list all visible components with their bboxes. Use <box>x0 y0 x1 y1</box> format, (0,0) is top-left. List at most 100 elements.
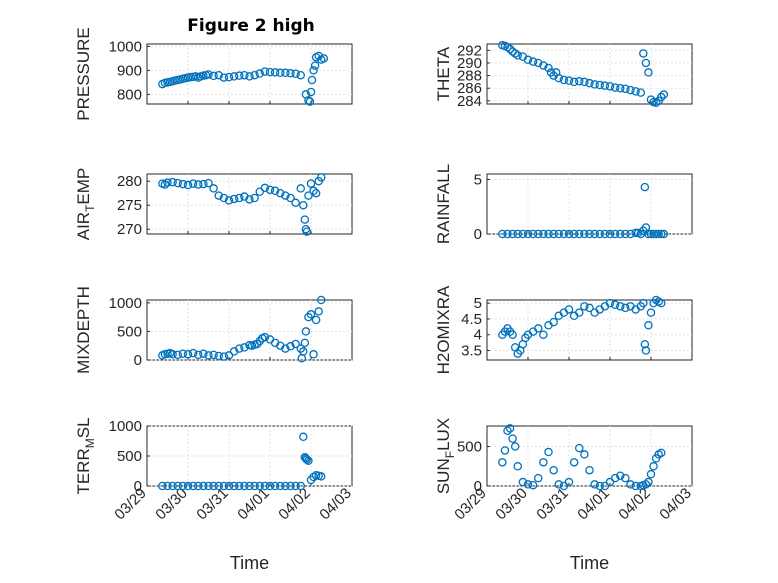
data-point <box>564 229 574 239</box>
x-tick-label: 04/03 <box>656 485 695 524</box>
data-point <box>657 448 666 458</box>
data-point <box>291 481 300 491</box>
data-point <box>204 481 213 491</box>
data-point <box>281 191 290 200</box>
data-point <box>178 349 188 358</box>
x-axis-label: Time <box>570 553 609 573</box>
x-tick-label: 03/31 <box>533 485 572 524</box>
data-point <box>183 180 193 190</box>
data-point <box>621 473 630 483</box>
data-point <box>219 481 229 491</box>
data-point <box>575 229 584 239</box>
data-point <box>183 481 193 491</box>
data-point <box>654 229 663 239</box>
data-point <box>659 229 669 239</box>
data-point <box>549 465 558 475</box>
axes-box <box>146 425 353 487</box>
data-point <box>518 229 528 239</box>
data-point <box>639 49 648 58</box>
y-tick-label: 0 <box>134 478 142 495</box>
data-point <box>518 477 528 487</box>
data-point <box>508 229 517 239</box>
data-point <box>168 177 177 187</box>
data-point <box>250 193 259 203</box>
y-tick-label: 500 <box>117 448 142 465</box>
data-point <box>523 480 533 489</box>
axes-box <box>486 299 693 361</box>
data-point <box>640 182 650 192</box>
data-point <box>641 480 651 489</box>
data-point <box>219 193 229 203</box>
data-point <box>281 344 290 353</box>
x-axis-label: Time <box>230 553 269 573</box>
data-point <box>178 179 188 189</box>
data-point <box>644 477 653 487</box>
y-axis-label: SUNFLUX <box>434 418 457 494</box>
data-point <box>510 49 520 58</box>
data-point <box>224 196 234 205</box>
y-axis-label: AIRTEMP <box>74 168 97 241</box>
data-point <box>260 67 270 76</box>
data-point <box>305 97 315 106</box>
data-point <box>260 183 270 193</box>
data-point <box>564 305 574 314</box>
data-point <box>188 179 198 188</box>
y-axis-label: TERRMSL <box>74 417 97 494</box>
data-point <box>616 302 625 311</box>
axes-box <box>486 173 693 235</box>
data-point <box>168 350 177 359</box>
data-point <box>234 344 244 353</box>
data-point <box>224 351 234 360</box>
data-point <box>229 72 239 81</box>
data-point <box>564 477 574 487</box>
data-point <box>316 472 326 481</box>
data-point <box>173 481 182 491</box>
x-tick-label: 04/02 <box>615 485 654 524</box>
x-tick-label: 04/03 <box>316 485 355 524</box>
y-axis-label: MIXDEPTH <box>74 286 93 374</box>
x-tick-label: 03/29 <box>111 485 150 524</box>
data-point <box>301 454 311 463</box>
data-point <box>616 229 625 239</box>
data-point <box>610 473 620 483</box>
data-point <box>626 85 635 95</box>
data-point <box>160 180 170 189</box>
data-point <box>281 68 290 78</box>
data-point <box>605 82 615 91</box>
panel-6: 3.544.55 H2OMIXRA <box>434 285 693 374</box>
data-point <box>510 442 520 451</box>
data-point <box>503 42 512 52</box>
data-point <box>316 173 326 182</box>
data-point <box>240 481 249 491</box>
data-point <box>291 69 300 79</box>
data-point <box>590 80 599 89</box>
data-point <box>245 481 254 491</box>
y-tick-label: 0 <box>134 352 142 369</box>
data-point <box>585 303 594 313</box>
data-point <box>286 481 295 491</box>
data-point <box>214 191 223 200</box>
y-tick-label: 1000 <box>109 418 142 435</box>
data-point <box>245 195 254 204</box>
data-point <box>651 98 661 107</box>
data-point <box>646 308 656 317</box>
x-tick-label: 04/01 <box>234 485 273 524</box>
y-tick-label: 286 <box>457 80 482 97</box>
data-point <box>657 298 666 308</box>
data-point <box>528 480 538 490</box>
data-point <box>199 179 208 189</box>
data-point <box>286 193 295 203</box>
data-point <box>163 178 172 187</box>
data-point <box>528 229 538 239</box>
data-point <box>575 308 584 317</box>
data-point <box>311 315 321 325</box>
data-point <box>498 458 507 467</box>
panel-5: 0 500 1000 MIXDEPTH <box>74 286 353 374</box>
data-point <box>199 349 208 358</box>
data-point <box>309 186 318 196</box>
data-point <box>245 72 254 81</box>
data-point <box>306 179 316 188</box>
data-point <box>549 317 558 327</box>
data-point <box>281 481 290 491</box>
x-tick-label: 04/02 <box>275 485 314 524</box>
